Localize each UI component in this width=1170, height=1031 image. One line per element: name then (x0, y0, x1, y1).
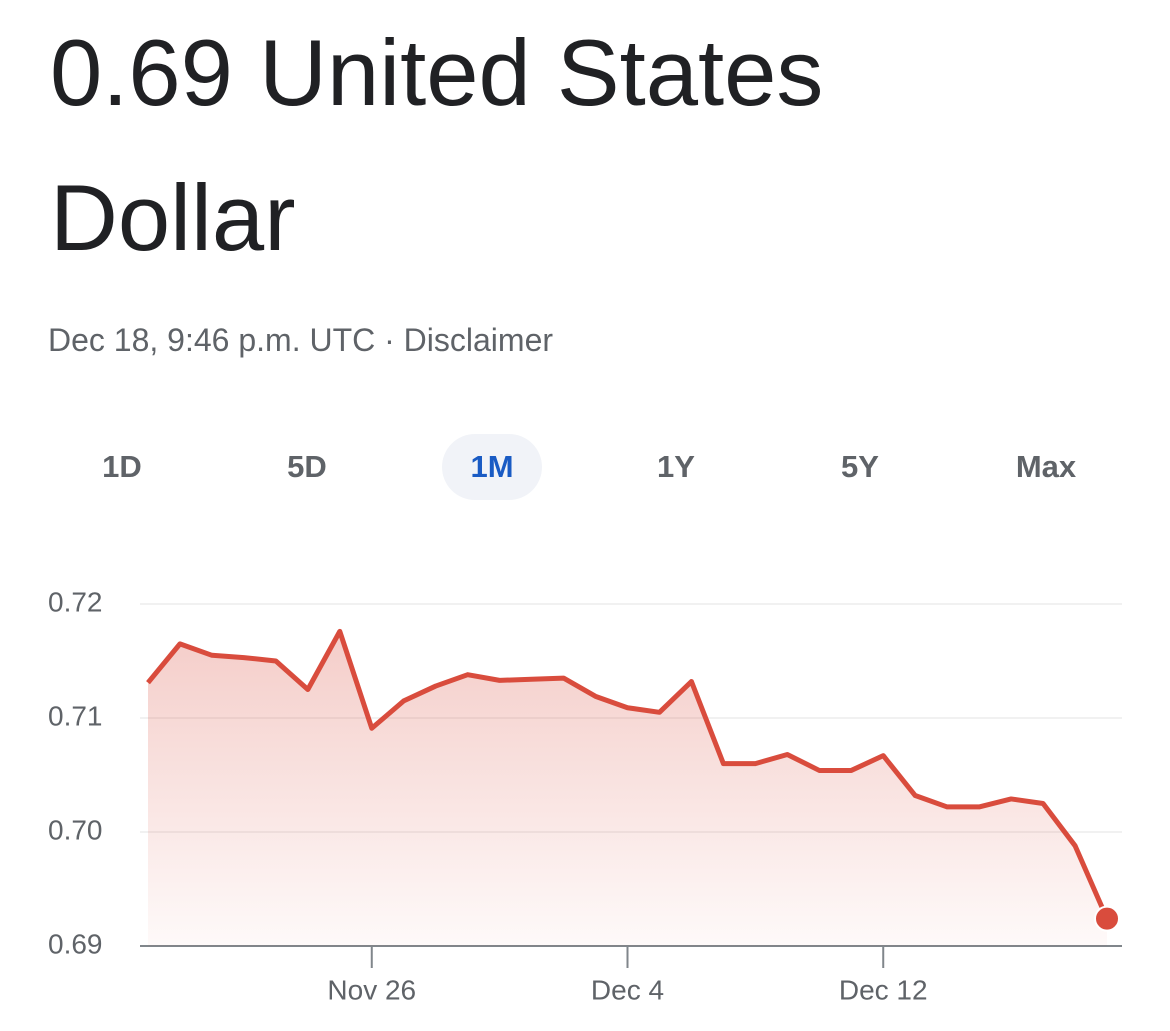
line (146, 628, 1110, 920)
range-tab[interactable]: 5Y (841, 449, 879, 484)
end-dot (1094, 905, 1120, 932)
y-tick-label: 0.71 (48, 700, 103, 731)
title: 0.69 United States Dollar (50, 20, 824, 270)
range-tab[interactable]: 5D (287, 449, 327, 484)
range-tab[interactable]: 1Y (657, 449, 695, 484)
subtitle: Dec 18, 9:46 p.m. UTC · Disclaimer (48, 322, 554, 358)
y-tick-label: 0.72 (48, 586, 103, 617)
area (148, 631, 1107, 946)
x-tick-label: Dec 12 (839, 974, 928, 1005)
range-tab[interactable]: 1D (102, 449, 142, 484)
y-tick-label: 0.69 (48, 928, 103, 959)
range-tab[interactable]: 1M (442, 434, 542, 500)
range-tab[interactable]: Max (1015, 449, 1077, 484)
x-tick-label: Dec 4 (591, 974, 664, 1005)
x-tick-label: Nov 26 (327, 974, 416, 1005)
y-tick-label: 0.70 (48, 814, 103, 845)
